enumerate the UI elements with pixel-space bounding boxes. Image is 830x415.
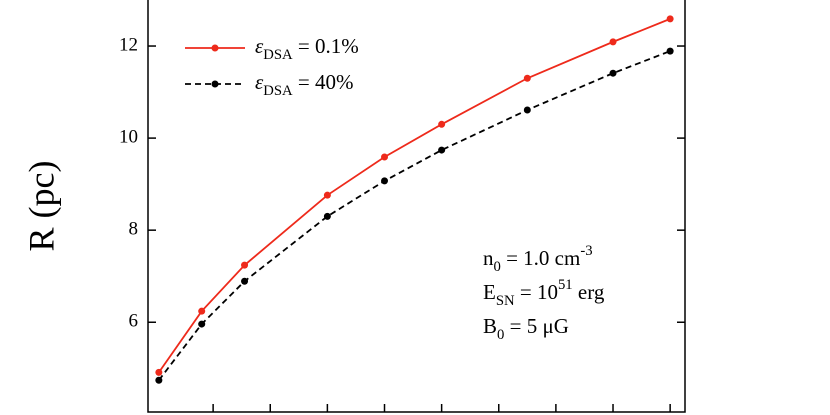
data-point	[438, 120, 446, 128]
annotation-part: n	[483, 246, 494, 270]
y-tick-label: 8	[129, 219, 139, 240]
annotation-part: = 1.0 cm	[501, 246, 581, 270]
legend-marker	[211, 80, 219, 88]
legend-label-part: DSA	[263, 83, 293, 99]
data-point	[666, 47, 674, 55]
annotation-part: SN	[496, 293, 515, 309]
legend-marker	[211, 44, 219, 52]
data-point	[323, 212, 331, 220]
data-point	[666, 15, 674, 23]
data-point	[155, 376, 163, 384]
data-point	[241, 277, 249, 285]
data-point	[241, 261, 249, 269]
legend-label-part: ε	[255, 34, 264, 58]
legend-label-part: = 40%	[293, 70, 354, 94]
legend-label: εDSA = 0.1%	[255, 34, 359, 64]
annotation: n0 = 1.0 cm-3	[483, 243, 593, 275]
series-line	[158, 18, 671, 373]
annotation-part: 0	[497, 327, 504, 343]
annotation: ESN = 1051 erg	[483, 277, 605, 309]
data-point	[155, 368, 163, 376]
data-point	[438, 146, 446, 154]
data-point	[609, 69, 617, 77]
series-line	[158, 50, 671, 381]
data-point	[609, 38, 617, 46]
annotation: B0 = 5 μG	[483, 314, 569, 344]
annotation-part: 51	[558, 277, 573, 293]
data-point	[523, 74, 531, 82]
legend-label-part: DSA	[263, 47, 293, 63]
annotation-part: -3	[580, 243, 592, 259]
y-axis-label: R (pc)	[21, 161, 61, 252]
data-point	[323, 191, 331, 199]
annotation-part: erg	[573, 280, 605, 304]
y-tick-label: 6	[129, 311, 139, 332]
annotation-part: = 10	[515, 280, 558, 304]
legend-label-part: = 0.1%	[293, 34, 359, 58]
data-point	[381, 153, 389, 161]
data-point	[198, 320, 206, 328]
annotation-part: B	[483, 314, 497, 338]
legend-label: εDSA = 40%	[255, 70, 354, 100]
plot-frame	[147, 0, 686, 413]
annotation-part: 0	[494, 259, 501, 275]
legend-label-part: ε	[255, 70, 264, 94]
y-tick-label: 12	[119, 34, 138, 55]
data-point	[381, 177, 389, 185]
annotation-part: = 5 μG	[504, 314, 569, 338]
data-point	[523, 106, 531, 114]
annotation-part: E	[483, 280, 496, 304]
data-point	[198, 307, 206, 315]
y-tick-label: 10	[119, 126, 138, 147]
